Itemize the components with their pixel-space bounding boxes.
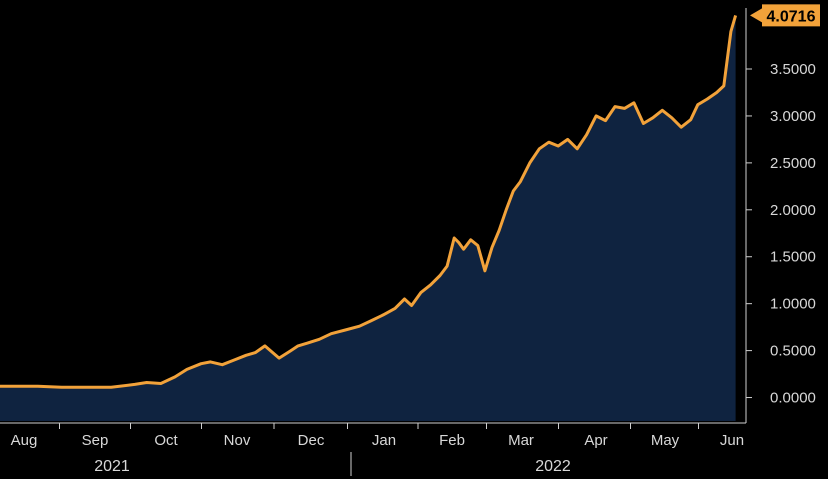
series-line [0, 14, 738, 389]
last-value-label: 4.0716 [767, 8, 816, 25]
last-value-box [762, 4, 820, 27]
x-tick-label: Mar [508, 432, 534, 449]
x-tick-label: Aug [11, 432, 38, 449]
x-tick-label: Jun [720, 432, 744, 449]
y-tick-label: 1.0000 [770, 296, 816, 313]
y-axis-ticks: 0.0000 0.5000 1.0000 1.5000 2.0000 2.5000 3.00… [746, 61, 816, 407]
x-year-label: 2022 [535, 458, 571, 475]
x-axis-ticks: Aug Sep Oct Nov Dec Jan Feb Mar Apr May Jun 2021 202… [11, 423, 744, 475]
last-value-arrow [750, 8, 762, 23]
y-tick-label: 0.5000 [770, 343, 816, 360]
series-area-fill [0, 15, 736, 422]
x-tick-label: Dec [298, 432, 325, 449]
x-tick-label: Nov [224, 432, 251, 449]
y-tick-label: 3.0000 [770, 108, 816, 125]
y-tick-label: 2.0000 [770, 202, 816, 219]
x-tick-label: May [651, 432, 680, 449]
x-year-label: 2021 [94, 458, 130, 475]
y-tick-label: 1.5000 [770, 249, 816, 266]
x-tick-label: Oct [154, 432, 178, 449]
plot-area [0, 14, 738, 422]
y-tick-label: 2.5000 [770, 155, 816, 172]
y-tick-label: 0.0000 [770, 390, 816, 407]
x-tick-label: Sep [82, 432, 109, 449]
x-tick-label: Jan [372, 432, 396, 449]
x-tick-label: Apr [584, 432, 607, 449]
last-value-marker: 4.0716 [750, 4, 820, 27]
y-tick-label: 3.5000 [770, 61, 816, 78]
x-tick-label: Feb [439, 432, 465, 449]
